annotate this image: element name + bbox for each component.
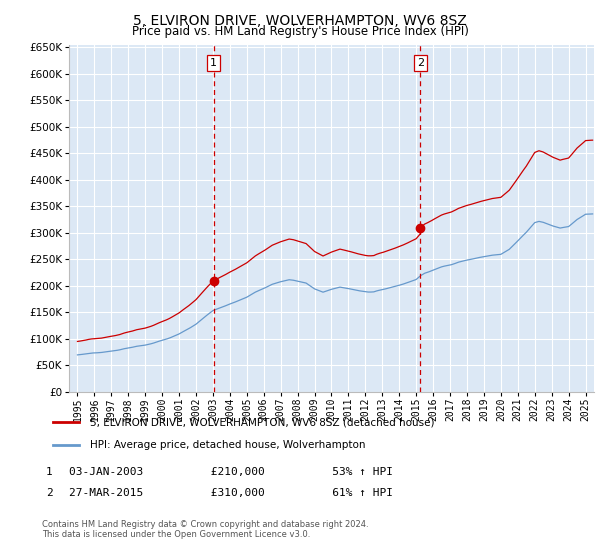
Text: 2: 2: [417, 58, 424, 68]
Text: 1: 1: [210, 58, 217, 68]
Text: 5, ELVIRON DRIVE, WOLVERHAMPTON, WV6 8SZ: 5, ELVIRON DRIVE, WOLVERHAMPTON, WV6 8SZ: [133, 14, 467, 28]
Text: HPI: Average price, detached house, Wolverhampton: HPI: Average price, detached house, Wolv…: [89, 440, 365, 450]
Text: Contains HM Land Registry data © Crown copyright and database right 2024.
This d: Contains HM Land Registry data © Crown c…: [42, 520, 368, 539]
Text: 5, ELVIRON DRIVE, WOLVERHAMPTON, WV6 8SZ (detached house): 5, ELVIRON DRIVE, WOLVERHAMPTON, WV6 8SZ…: [89, 417, 434, 427]
Text: 1: 1: [46, 466, 53, 477]
Text: 27-MAR-2015          £310,000          61% ↑ HPI: 27-MAR-2015 £310,000 61% ↑ HPI: [69, 488, 393, 498]
Text: 03-JAN-2003          £210,000          53% ↑ HPI: 03-JAN-2003 £210,000 53% ↑ HPI: [69, 466, 393, 477]
Text: 2: 2: [46, 488, 53, 498]
Text: Price paid vs. HM Land Registry's House Price Index (HPI): Price paid vs. HM Land Registry's House …: [131, 25, 469, 38]
